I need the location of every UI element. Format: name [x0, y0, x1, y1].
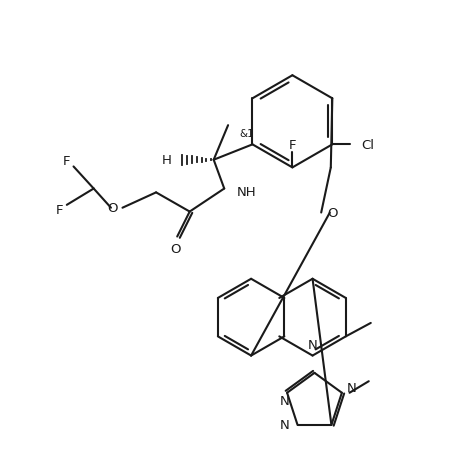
Text: NH: NH: [236, 185, 256, 198]
Text: N: N: [280, 419, 289, 432]
Text: F: F: [55, 204, 63, 216]
Text: F: F: [63, 155, 70, 168]
Text: Cl: Cl: [360, 138, 373, 152]
Text: F: F: [288, 138, 296, 152]
Text: O: O: [107, 202, 118, 215]
Text: N: N: [307, 338, 317, 351]
Text: O: O: [327, 207, 337, 220]
Text: &1: &1: [239, 129, 254, 138]
Text: H: H: [161, 154, 171, 167]
Text: N: N: [346, 382, 356, 395]
Text: O: O: [170, 242, 180, 255]
Text: N: N: [279, 394, 288, 407]
